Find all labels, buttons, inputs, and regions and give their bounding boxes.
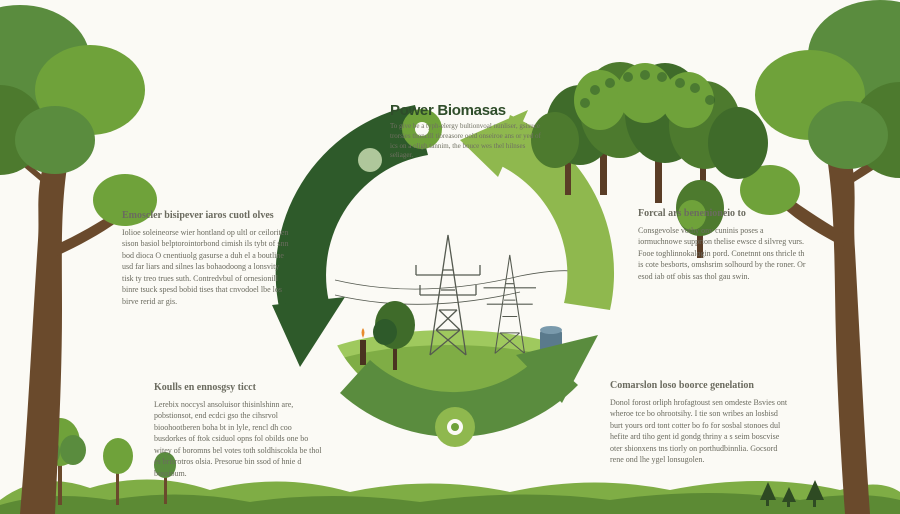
- small-trees-right: [760, 480, 824, 507]
- cycle-layer: [0, 0, 900, 514]
- text-block-top-left: Emoscler bisipever iaros cuotl olves Iol…: [122, 210, 292, 308]
- right-border-tree: [740, 0, 900, 514]
- storage-tank-icon: [540, 326, 562, 360]
- text-block-bottom-right: Comarslon loso boorce genelation Donol f…: [610, 380, 790, 466]
- block-heading: Koulls en ennosgsy ticct: [154, 382, 324, 395]
- cycle-node-icon: [435, 407, 475, 447]
- text-block-top-right: Forcal ars benenioneio to Consgevolse vo…: [638, 208, 808, 282]
- main-subtitle: To give be a typh-elergy bultionvoal nun…: [390, 122, 545, 161]
- center-scene: [270, 150, 630, 475]
- main-title: Power Biomasas: [390, 102, 506, 119]
- block-heading: Comarslon loso boorce genelation: [610, 380, 790, 393]
- block-body: Lerebix noccysl ansoluisor thisinlshinn …: [154, 399, 324, 480]
- block-body: Iolioe soleineorse wier hontland op ultl…: [122, 227, 292, 308]
- block-body: Consgevolse vothy onv cuninis poses a io…: [638, 225, 808, 283]
- ground-grass-dark: [0, 493, 900, 514]
- block-body: Donol forost orliph hrofagtoust sen omde…: [610, 397, 790, 467]
- infographic-canvas: Power Biomasas To give be a typh-elergy …: [0, 0, 900, 514]
- saplings: [34, 418, 176, 505]
- ground-grass: [0, 479, 900, 514]
- text-block-bottom-left: Koulls en ennosgsy ticct Lerebix noccysl…: [154, 382, 324, 480]
- block-heading: Forcal ars benenioneio to: [638, 208, 808, 221]
- left-border-tree: [0, 5, 157, 514]
- power-pylon-icon: [335, 235, 580, 355]
- globe-icon: [358, 148, 382, 172]
- foliage-cluster: [531, 62, 768, 258]
- chimney-icon: [360, 328, 366, 365]
- background-layer: [0, 0, 900, 514]
- cycle-arrow-2: [340, 353, 578, 437]
- block-heading: Emoscler bisipever iaros cuotl olves: [122, 210, 292, 223]
- tree-icon: [373, 301, 415, 370]
